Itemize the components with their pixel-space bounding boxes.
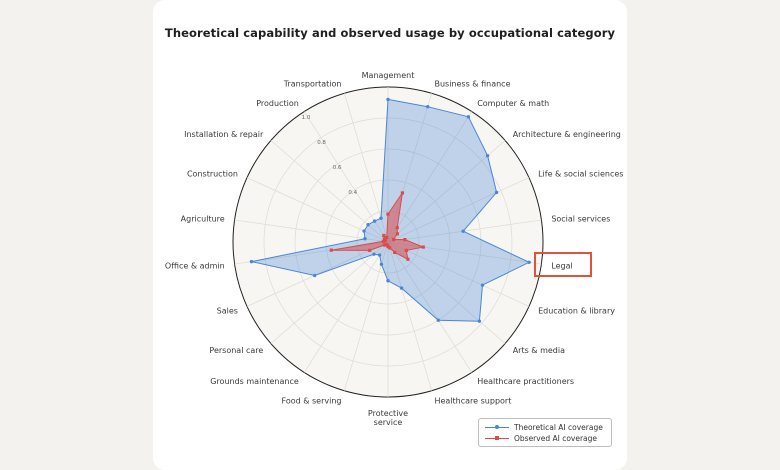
observed-point xyxy=(395,226,399,230)
theoretical-point xyxy=(461,229,465,233)
category-label: Legal xyxy=(551,261,572,270)
category-label: Architecture & engineering xyxy=(513,130,621,139)
legend-swatch-theoretical xyxy=(485,422,509,432)
category-label: Construction xyxy=(187,169,238,178)
theoretical-point xyxy=(379,262,384,267)
theoretical-point xyxy=(379,216,383,220)
observed-point xyxy=(388,246,392,250)
category-label: Social services xyxy=(551,215,610,224)
chart-title: Theoretical capability and observed usag… xyxy=(164,26,616,40)
category-label: Personal care xyxy=(209,346,263,355)
radial-tick-labels: 0.4 0.6 0.8 1.0 xyxy=(302,115,358,196)
theoretical-point xyxy=(377,253,382,257)
radial-tick-label: 1.0 xyxy=(302,115,311,121)
category-labels: Management Business & finance Computer & m… xyxy=(165,71,624,427)
legend: Theoretical AI coverage Observed AI cove… xyxy=(478,418,612,447)
theoretical-point xyxy=(249,259,254,264)
grid-spoke xyxy=(234,219,389,243)
observed-point xyxy=(404,248,408,252)
theoretical-point xyxy=(426,104,430,109)
theoretical-point xyxy=(480,283,485,287)
observed-point xyxy=(385,235,389,240)
observed-point xyxy=(381,239,385,243)
grid-spoke xyxy=(387,140,506,243)
category-label: Food & serving xyxy=(282,396,342,405)
observed-point xyxy=(406,257,410,261)
observed-point xyxy=(383,239,387,243)
theoretical-point xyxy=(386,279,390,283)
observed-point xyxy=(384,243,388,247)
category-label: Office & admin xyxy=(165,261,225,270)
observed-point xyxy=(403,237,407,242)
category-label: Computer & math xyxy=(477,99,549,108)
theoretical-point xyxy=(485,154,490,158)
legend-label-observed: Observed AI coverage xyxy=(514,433,598,443)
observed-point xyxy=(421,245,425,249)
grid-spoke xyxy=(387,111,473,243)
observed-point xyxy=(392,237,396,242)
theoretical-point xyxy=(436,318,440,322)
theoretical-point xyxy=(466,115,471,119)
radar-series xyxy=(249,97,531,323)
category-label: Business & finance xyxy=(434,80,510,89)
theoretical-point xyxy=(312,273,317,278)
observed-point xyxy=(368,248,372,252)
observed-point xyxy=(382,237,387,241)
theoretical-point xyxy=(362,229,366,233)
grid-spoke xyxy=(387,241,433,391)
observed-point xyxy=(382,233,386,238)
theoretical-point xyxy=(527,260,531,264)
category-label: Life & social sciences xyxy=(538,169,623,178)
category-label: Sales xyxy=(217,307,238,316)
category-label: Agriculture xyxy=(181,215,225,224)
theoretical-point xyxy=(372,219,377,223)
category-label: Healthcare support xyxy=(434,396,511,405)
grid-spoke xyxy=(387,241,473,373)
legend-swatch-observed xyxy=(485,433,509,443)
theoretical-point xyxy=(363,236,367,241)
theoretical-point xyxy=(366,223,370,227)
radial-tick-label: 0.8 xyxy=(317,140,326,146)
category-label: Protective service xyxy=(368,409,408,427)
observed-point xyxy=(400,191,405,195)
theoretical-point xyxy=(386,97,390,102)
legend-item-observed: Observed AI coverage xyxy=(485,433,597,443)
observed-point xyxy=(329,248,333,252)
radial-tick-label: 0.6 xyxy=(333,165,342,171)
observed-point xyxy=(386,212,390,216)
category-label: Healthcare practitioners xyxy=(477,377,574,386)
theoretical-point xyxy=(399,286,404,290)
observed-point xyxy=(386,245,390,249)
category-label: Management xyxy=(362,71,415,80)
category-label: Production xyxy=(256,99,299,108)
grid-spoke xyxy=(387,177,530,243)
observed-point xyxy=(382,243,387,247)
radial-tick-label: 0.4 xyxy=(348,190,357,196)
theoretical-point xyxy=(372,252,376,256)
category-label: Installation & repair xyxy=(184,130,264,139)
grid-spoke xyxy=(343,241,389,391)
observed-point xyxy=(393,250,397,255)
grid-spoke xyxy=(303,241,389,373)
grid-spoke xyxy=(270,241,389,344)
legend-label-theoretical: Theoretical AI coverage xyxy=(514,422,603,432)
legal-highlight-box xyxy=(534,252,592,277)
category-label: Education & library xyxy=(538,307,615,316)
category-label: Transportation xyxy=(283,80,342,89)
theoretical-point xyxy=(494,190,499,195)
category-label: Grounds maintenance xyxy=(210,377,299,386)
observed-point xyxy=(395,232,399,236)
legend-item-theoretical: Theoretical AI coverage xyxy=(485,422,603,432)
theoretical-point xyxy=(477,319,482,323)
grid-spoke xyxy=(387,241,530,307)
category-label: Arts & media xyxy=(513,346,565,355)
